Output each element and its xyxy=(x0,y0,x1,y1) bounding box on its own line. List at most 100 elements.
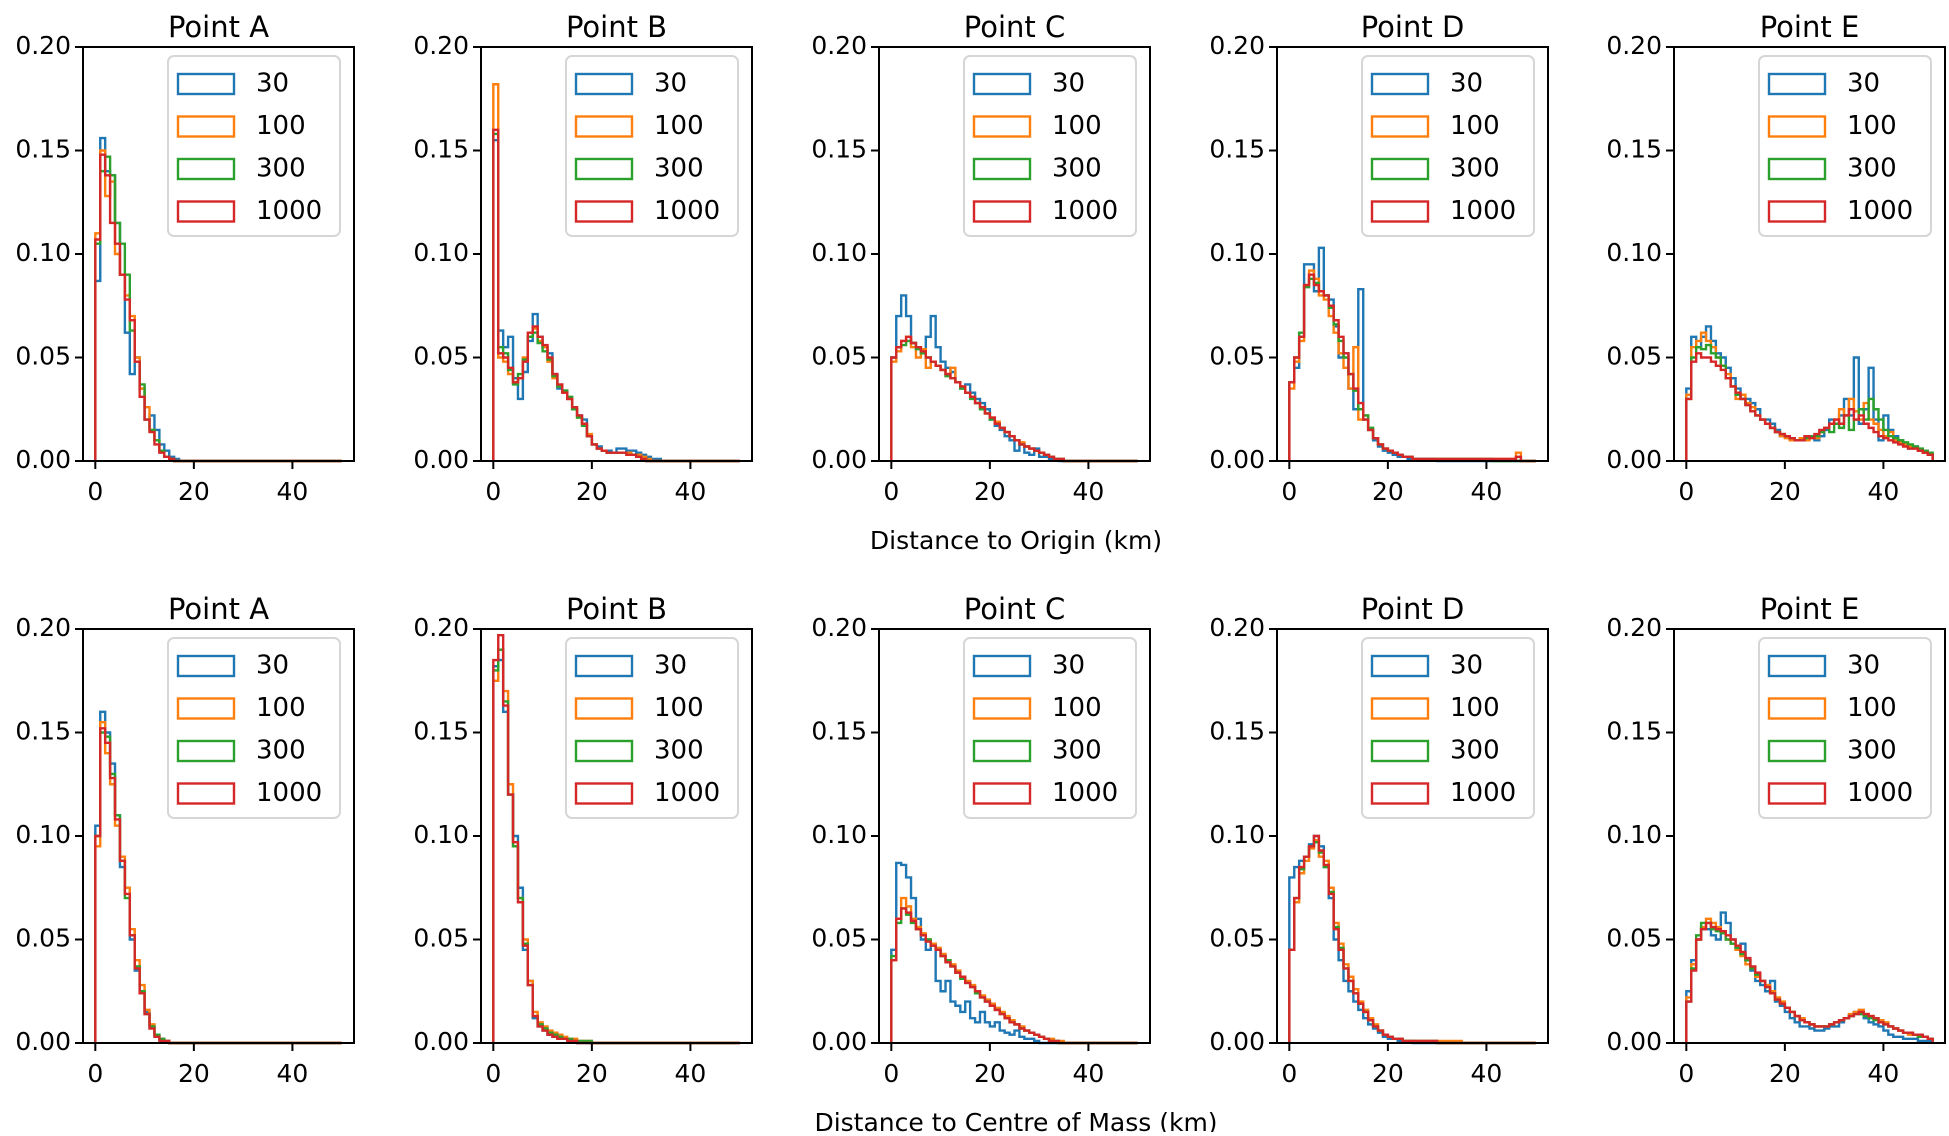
y-tick-label: 0.15 xyxy=(413,135,469,164)
x-tick-label: 0 xyxy=(883,1059,899,1088)
subplot-centre-point-a: Point A 0.00 0.05 0.10 0.15 0.20 0 20 40 30 100 300… xyxy=(15,592,355,1088)
legend-label: 300 xyxy=(654,736,704,766)
x-tick-label: 40 xyxy=(675,1059,707,1088)
y-tick-label: 0.20 xyxy=(1209,613,1265,642)
legend-label: 30 xyxy=(654,69,687,99)
y-tick-label: 0.20 xyxy=(1209,31,1265,60)
legend-swatch-300 xyxy=(176,739,236,763)
legend-label: 1000 xyxy=(1847,196,1913,226)
legend-label: 1000 xyxy=(1847,778,1913,808)
legend-swatch-30 xyxy=(176,72,236,96)
legend-swatch-100 xyxy=(1370,697,1430,720)
y-tick-label: 0.15 xyxy=(1209,135,1265,164)
x-tick-label: 0 xyxy=(883,477,899,506)
x-tick-label: 40 xyxy=(1868,1059,1900,1088)
y-tick-label: 0.10 xyxy=(15,238,71,267)
legend-swatch-100 xyxy=(176,697,236,720)
subplot-centre-point-c: Point C 0.00 0.05 0.10 0.15 0.20 0 20 40 30 100 300… xyxy=(811,592,1151,1088)
histogram-series-30 xyxy=(1288,246,1536,463)
legend-swatch-1000 xyxy=(972,200,1032,223)
subplot-centre-point-b: Point B 0.00 0.05 0.10 0.15 0.20 0 20 40 30 100 300… xyxy=(413,592,753,1088)
y-tick-label: 0.00 xyxy=(413,1027,469,1056)
legend-swatch-300 xyxy=(1767,739,1827,763)
y-tick-label: 0.05 xyxy=(413,342,469,371)
legend-swatch-300 xyxy=(1767,157,1827,181)
histogram-series-300 xyxy=(1685,343,1934,461)
legend: 30 100 300 1000 xyxy=(1758,55,1932,237)
subplot-origin-point-e: Point E 0.00 0.05 0.10 0.15 0.20 0 20 40 30 100 300… xyxy=(1606,10,1946,506)
legend-swatch-1000 xyxy=(176,782,236,805)
y-tick-label: 0.10 xyxy=(1606,238,1662,267)
histogram-series-300 xyxy=(1288,277,1536,463)
legend-swatch-1000 xyxy=(1370,782,1430,805)
legend-label: 30 xyxy=(1847,651,1880,681)
legend-swatch-1000 xyxy=(1370,200,1430,223)
legend-box xyxy=(1758,637,1932,819)
legend-label: 300 xyxy=(1847,154,1897,184)
legend-label: 100 xyxy=(256,111,306,141)
legend-swatch-1000 xyxy=(972,782,1032,805)
subplot-title: Point B xyxy=(566,592,667,626)
x-tick-label: 0 xyxy=(485,477,501,506)
y-tick-label: 0.05 xyxy=(1209,342,1265,371)
y-tick-label: 0.20 xyxy=(15,31,71,60)
legend-label: 300 xyxy=(1052,154,1102,184)
y-tick-label: 0.10 xyxy=(15,820,71,849)
y-tick-label: 0.15 xyxy=(1606,717,1662,746)
histogram-series-1000 xyxy=(1685,921,1934,1043)
y-tick-label: 0.15 xyxy=(1606,135,1662,164)
x-tick-label: 20 xyxy=(178,477,210,506)
legend-label: 30 xyxy=(256,69,289,99)
legend-label: 300 xyxy=(1847,736,1897,766)
x-tick-label: 0 xyxy=(87,477,103,506)
x-tick-label: 20 xyxy=(178,1059,210,1088)
legend-label: 300 xyxy=(654,154,704,184)
legend-label: 100 xyxy=(1052,693,1102,723)
y-tick-label: 0.10 xyxy=(811,820,867,849)
legend-label: 1000 xyxy=(256,778,322,808)
x-tick-label: 0 xyxy=(1281,477,1297,506)
legend: 30 100 300 1000 xyxy=(565,637,739,819)
subplot-title: Point E xyxy=(1760,10,1860,44)
subplot-title: Point C xyxy=(964,10,1065,44)
legend-swatch-100 xyxy=(1767,697,1827,720)
legend-label: 100 xyxy=(654,111,704,141)
legend-swatch-30 xyxy=(1767,654,1827,678)
legend-label: 300 xyxy=(1450,736,1500,766)
subplot-title: Point A xyxy=(168,10,269,44)
x-tick-label: 20 xyxy=(1769,477,1801,506)
legend-label: 1000 xyxy=(1450,196,1516,226)
subplot-title: Point C xyxy=(964,592,1065,626)
legend-box xyxy=(963,637,1137,819)
y-tick-label: 0.20 xyxy=(15,613,71,642)
legend-label: 30 xyxy=(1450,69,1483,99)
legend-swatch-100 xyxy=(1370,115,1430,138)
histogram-series-100 xyxy=(1288,838,1536,1045)
legend-swatch-30 xyxy=(1370,72,1430,96)
legend-box xyxy=(565,637,739,819)
legend-label: 100 xyxy=(1847,111,1897,141)
x-tick-label: 20 xyxy=(1769,1059,1801,1088)
legend-swatch-30 xyxy=(176,654,236,678)
legend-swatch-30 xyxy=(972,72,1032,96)
y-tick-label: 0.05 xyxy=(1209,924,1265,953)
x-tick-label: 40 xyxy=(277,477,309,506)
x-tick-label: 40 xyxy=(1073,1059,1105,1088)
legend-swatch-300 xyxy=(176,157,236,181)
legend-swatch-30 xyxy=(1767,72,1827,96)
x-tick-label: 20 xyxy=(974,1059,1006,1088)
x-tick-label: 20 xyxy=(1372,1059,1404,1088)
legend-swatch-100 xyxy=(972,115,1032,138)
x-tick-label: 20 xyxy=(1372,477,1404,506)
legend-swatch-1000 xyxy=(574,782,634,805)
legend-box xyxy=(963,55,1137,237)
subplot-origin-point-c: Point C 0.00 0.05 0.10 0.15 0.20 0 20 40 30 100 300… xyxy=(811,10,1151,506)
y-tick-label: 0.00 xyxy=(1209,1027,1265,1056)
y-tick-label: 0.00 xyxy=(1209,445,1265,474)
legend-swatch-100 xyxy=(176,115,236,138)
legend-label: 30 xyxy=(1052,69,1085,99)
legend-label: 30 xyxy=(1450,651,1483,681)
y-tick-label: 0.05 xyxy=(811,924,867,953)
legend-label: 30 xyxy=(1052,651,1085,681)
